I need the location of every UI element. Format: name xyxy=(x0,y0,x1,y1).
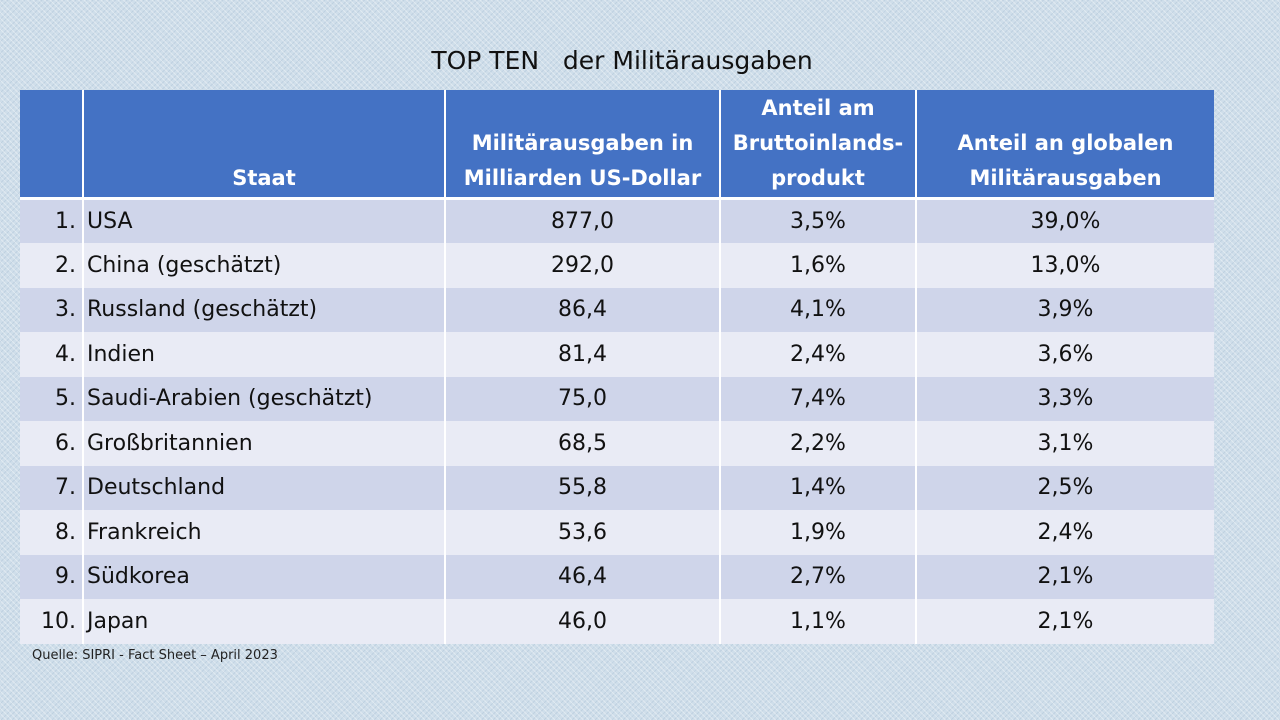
table-header-row: Staat Militärausgaben in Milliarden US-Do… xyxy=(20,90,1214,199)
anteil-bip-cell: 1,6% xyxy=(719,243,916,288)
rank-cell: 5. xyxy=(55,386,76,412)
rank-cell: 1. xyxy=(55,209,76,234)
anteil-bip-cell: 2,2% xyxy=(719,421,916,466)
header-anteil-global: Anteil an globalen Militärausgaben xyxy=(915,90,1214,199)
anteil-global-cell: 2,4% xyxy=(915,510,1214,555)
anteil-global-cell: 3,9% xyxy=(915,287,1214,332)
staat-cell: Russland (geschätzt) xyxy=(82,287,445,332)
staat-cell: Saudi-Arabien (geschätzt) xyxy=(82,376,445,421)
staat-cell: Japan xyxy=(82,599,445,644)
staat-cell: Deutschland xyxy=(82,465,445,510)
ausgaben-cell: 55,8 xyxy=(444,465,720,510)
rank-cell: 4. xyxy=(55,341,76,367)
anteil-bip-cell: 2,7% xyxy=(719,554,916,599)
ausgaben-cell: 46,4 xyxy=(444,554,720,599)
ausgaben-cell: 81,4 xyxy=(444,332,720,377)
table-row: 4. Indien 81,4 2,4% 3,6% xyxy=(20,332,1214,377)
staat-cell: Indien xyxy=(82,332,445,377)
table-row: 9. Südkorea 46,4 2,7% 2,1% xyxy=(20,554,1214,599)
staat-cell: Großbritannien xyxy=(82,421,445,466)
rank-cell: 2. xyxy=(55,252,76,278)
staat-cell: Südkorea xyxy=(82,554,445,599)
rank-cell: 8. xyxy=(55,519,76,545)
staat-cell: Frankreich xyxy=(82,510,445,555)
anteil-global-cell: 2,1% xyxy=(915,599,1214,644)
header-staat: Staat xyxy=(82,90,445,199)
anteil-bip-cell: 4,1% xyxy=(719,287,916,332)
anteil-bip-cell: 1,9% xyxy=(719,510,916,555)
ausgaben-cell: 68,5 xyxy=(444,421,720,466)
rank-cell: 6. xyxy=(55,430,76,456)
header-rank xyxy=(20,90,83,199)
ausgaben-cell: 53,6 xyxy=(444,510,720,555)
military-spending-table: Staat Militärausgaben in Milliarden US-Do… xyxy=(20,90,1214,644)
anteil-global-cell: 2,1% xyxy=(915,554,1214,599)
staat-cell: USA xyxy=(82,198,445,243)
page-title: TOP TEN der Militärausgaben xyxy=(431,46,813,75)
anteil-global-cell: 3,6% xyxy=(915,332,1214,377)
ausgaben-cell: 75,0 xyxy=(444,376,720,421)
rank-cell: 9. xyxy=(55,564,76,590)
staat-cell: China (geschätzt) xyxy=(82,243,445,288)
table-row: 6. Großbritannien 68,5 2,2% 3,1% xyxy=(20,421,1214,466)
source-note: Quelle: SIPRI - Fact Sheet – April 2023 xyxy=(32,648,278,663)
table-row: 8. Frankreich 53,6 1,9% 2,4% xyxy=(20,510,1214,555)
rank-cell: 10. xyxy=(41,608,76,634)
rank-cell: 7. xyxy=(55,475,76,501)
ausgaben-cell: 86,4 xyxy=(444,287,720,332)
table-row: 7. Deutschland 55,8 1,4% 2,5% xyxy=(20,465,1214,510)
anteil-global-cell: 39,0% xyxy=(915,198,1214,243)
anteil-bip-cell: 1,1% xyxy=(719,599,916,644)
ausgaben-cell: 292,0 xyxy=(444,243,720,288)
ausgaben-cell: 46,0 xyxy=(444,599,720,644)
table-row: 1. USA 877,0 3,5% 39,0% xyxy=(20,198,1214,243)
table-row: 2. China (geschätzt) 292,0 1,6% 13,0% xyxy=(20,243,1214,288)
anteil-global-cell: 3,3% xyxy=(915,376,1214,421)
table-row: 5. Saudi-Arabien (geschätzt) 75,0 7,4% 3,3% xyxy=(20,376,1214,421)
header-ausgaben: Militärausgaben in Milliarden US-Dollar xyxy=(444,90,720,199)
anteil-global-cell: 3,1% xyxy=(915,421,1214,466)
rank-cell: 3. xyxy=(55,297,76,323)
ausgaben-cell: 877,0 xyxy=(444,198,720,243)
anteil-bip-cell: 1,4% xyxy=(719,465,916,510)
anteil-bip-cell: 3,5% xyxy=(719,198,916,243)
table-row: 3. Russland (geschätzt) 86,4 4,1% 3,9% xyxy=(20,287,1214,332)
anteil-bip-cell: 2,4% xyxy=(719,332,916,377)
header-anteil-bip: Anteil am Bruttoinlands-produkt xyxy=(719,90,916,199)
table-row: 10. Japan 46,0 1,1% 2,1% xyxy=(20,599,1214,644)
anteil-global-cell: 13,0% xyxy=(915,243,1214,288)
anteil-global-cell: 2,5% xyxy=(915,465,1214,510)
anteil-bip-cell: 7,4% xyxy=(719,376,916,421)
